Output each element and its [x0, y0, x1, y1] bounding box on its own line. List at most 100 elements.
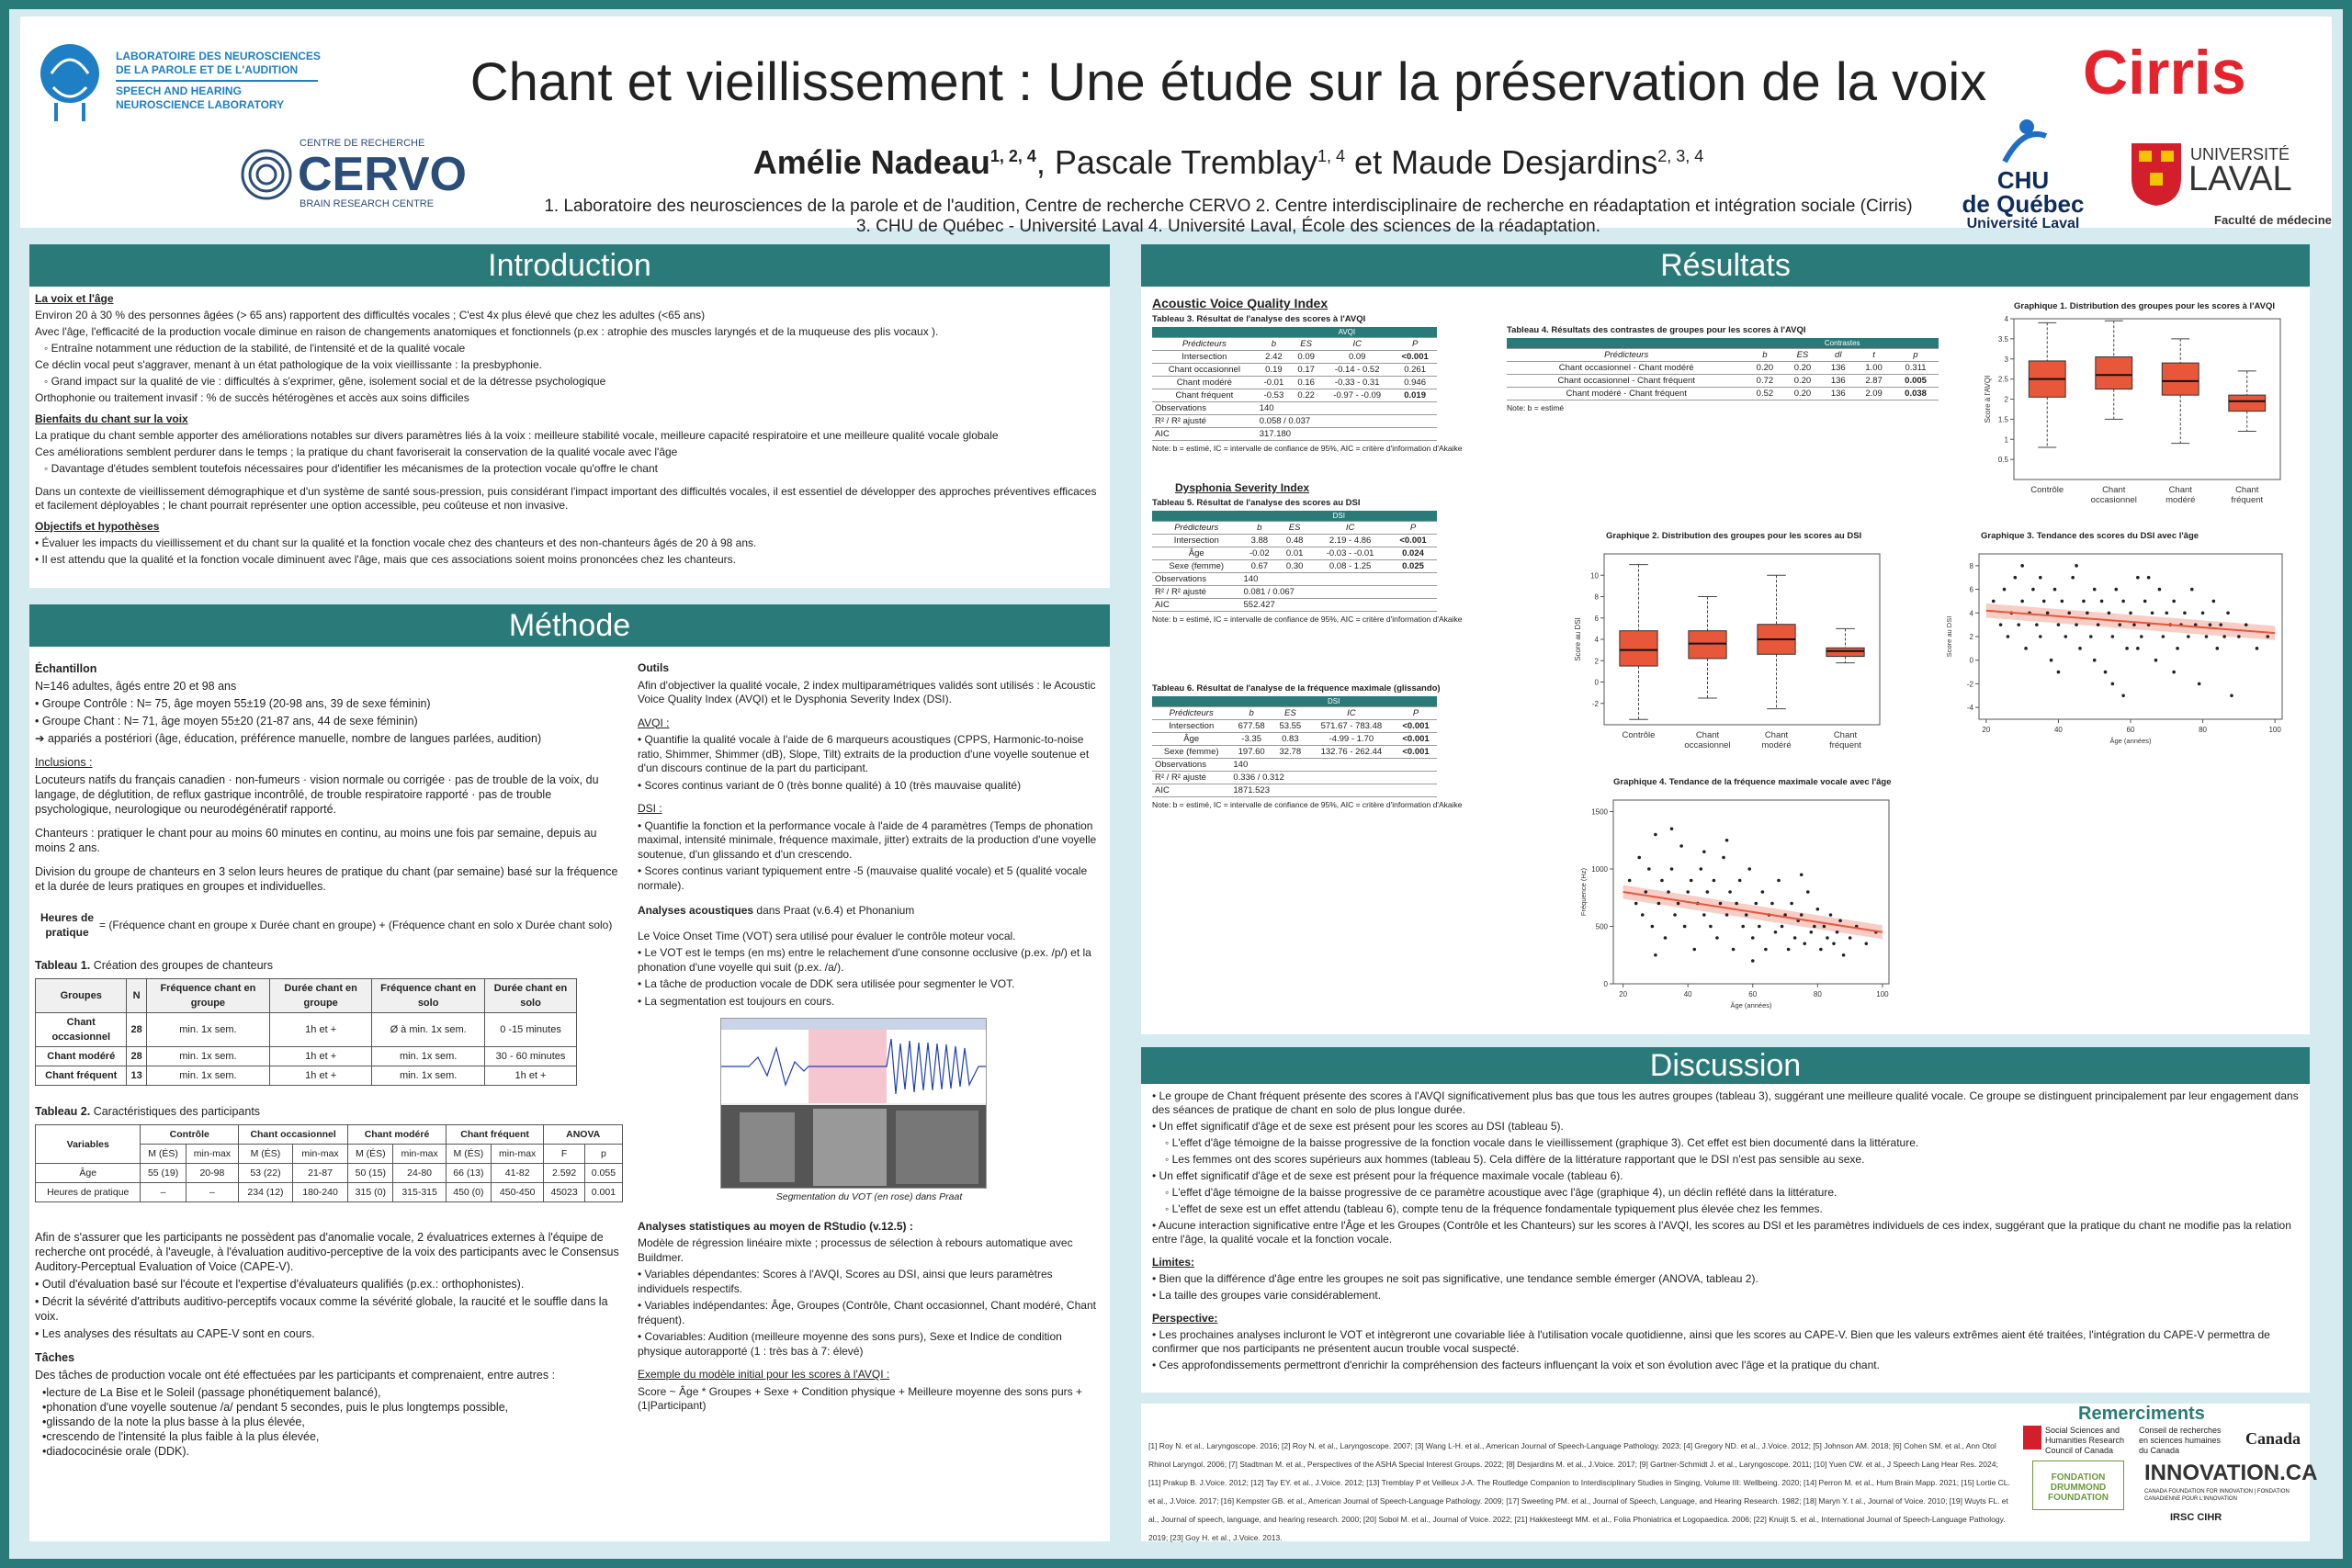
- data-point: [1650, 924, 1655, 929]
- x-tick-label: 80: [1814, 990, 1822, 998]
- header: LABORATOIRE DES NEUROSCIENCES DE LA PARO…: [20, 17, 2332, 236]
- plot-frame: [1612, 799, 1890, 985]
- author-3: et Maude Desjardins: [1345, 143, 1658, 181]
- data-point: [2136, 647, 2140, 650]
- table-row: Chant modéré 28 min. 1x sem. 1h et + min. 1x…: [34, 1046, 577, 1066]
- data-point: [2204, 635, 2209, 638]
- table-row: Chant modéré - Chant fréquent 0.52 0.20 136…: [1507, 387, 1939, 400]
- list-item: glissando de la note la plus basse à la …: [35, 1415, 621, 1429]
- data-point: [2132, 623, 2136, 626]
- intro-heading-2: Bienfaits du chant sur la voix: [35, 412, 188, 425]
- innovation-logo: INNOVATION.CA: [2144, 1461, 2318, 1485]
- data-point: [1682, 924, 1687, 929]
- data-point: [2092, 587, 2097, 592]
- introduction-panel: Introduction La voix et l'âge Environ 20…: [29, 244, 1110, 588]
- data-point: [2266, 635, 2270, 638]
- table-row: Chant occasionnel 28 min. 1x sem. 1h et + Ø …: [34, 1012, 577, 1047]
- data-point: [1770, 901, 1774, 906]
- lab-line3: SPEECH AND HEARING: [116, 85, 242, 97]
- lab-line4: NEUROSCIENCE LABORATORY: [116, 98, 285, 111]
- y-axis-label: Score au DSI: [1574, 617, 1582, 661]
- x-tick-label: 40: [1684, 990, 1692, 998]
- data-point: [1654, 953, 1657, 957]
- chart-4-svg: 0 500 1000 1500 20 40 60 80 100 Âge (années) Fréqu…: [1579, 799, 1890, 1010]
- data-point: [2139, 635, 2143, 638]
- data-point: [2067, 611, 2072, 615]
- data-point: [1728, 890, 1732, 894]
- table-row: Chant occasionnel - Chant modéré 0.20 0.20…: [1507, 361, 1939, 375]
- methode-panel: Méthode Échantillon N=146 adultes, âgés …: [29, 604, 1110, 1541]
- table-row: AIC 552.427: [1152, 598, 1437, 612]
- author-1: Amélie Nadeau: [752, 143, 990, 181]
- data-point: [2035, 623, 2039, 626]
- brain-head-icon: [40, 44, 99, 121]
- maze-icon: [241, 149, 292, 200]
- data-point: [1702, 913, 1706, 917]
- data-point: [1660, 878, 1664, 883]
- table-3: AVQI Prédicteurs b ES IC P Intersection 2.42 0.0…: [1152, 327, 1437, 441]
- data-point: [1735, 901, 1738, 906]
- data-point: [2031, 587, 2035, 592]
- data-point: [2226, 611, 2230, 615]
- laval-logo: UNIVERSITÉ LAVAL Faculté de médecine: [2130, 141, 2332, 227]
- y-axis-label: Score au DSI: [1945, 616, 1953, 658]
- data-point: [1848, 936, 1852, 940]
- data-point: [1819, 947, 1823, 952]
- category-label: Chant: [1696, 730, 1720, 740]
- data-point: [2024, 647, 2028, 650]
- x-tick-label: 80: [2199, 726, 2207, 734]
- data-point: [1676, 901, 1680, 906]
- table-row: Chant occasionnel 0.19 0.17 -0.14 - 0.52 0.2…: [1152, 363, 1437, 377]
- x-tick-label: 20: [1982, 726, 1990, 734]
- box: [2228, 394, 2267, 412]
- data-point: [2110, 682, 2115, 686]
- data-point: [1686, 890, 1690, 894]
- data-point: [2017, 623, 2021, 626]
- data-point: [1826, 936, 1829, 940]
- acknowledgements: Remerciments Social Sciences and Humanit…: [2023, 1404, 2317, 1541]
- table-1: Groupes N Fréquence chant en groupe Durée c…: [34, 978, 577, 1086]
- data-point: [2146, 575, 2151, 580]
- data-point: [2197, 682, 2201, 686]
- table-6: DSI Prédicteurs b ES IC P Intersection 677.58 53…: [1152, 696, 1437, 797]
- data-point: [2150, 611, 2154, 615]
- y-tick-label: 4: [1595, 636, 1600, 644]
- data-point: [1799, 873, 1804, 877]
- y-axis-label: Fréquence (Hz): [1579, 867, 1588, 916]
- data-point: [1835, 930, 1839, 934]
- data-point: [2064, 635, 2068, 638]
- table-2: Variables Contrôle Chant occasionnel Chant …: [34, 1124, 624, 1202]
- box: [1688, 630, 1727, 660]
- y-tick-label: -2: [1592, 700, 1600, 708]
- category-label: fréquent: [2231, 495, 2263, 505]
- y-tick-label: 1000: [1591, 865, 1608, 874]
- tasks-list: lecture de La Bise et le Soleil (passage…: [35, 1385, 621, 1459]
- data-point: [2183, 611, 2187, 615]
- data-point: [1689, 878, 1693, 883]
- category-label: occasionnel: [1684, 740, 1730, 750]
- figure-caption: Segmentation du VOT (en rose) dans Praat: [775, 1191, 963, 1202]
- shield-icon: [2132, 143, 2181, 206]
- y-tick-label: 2.5: [1998, 376, 2009, 384]
- table-row: Chant fréquent -0.53 0.22 -0.97 - -0.09 0.01…: [1152, 389, 1437, 402]
- y-tick-label: 4: [1970, 609, 1974, 617]
- data-point: [2187, 635, 2190, 638]
- data-point: [2013, 575, 2018, 580]
- introduction-banner: Introduction: [29, 244, 1110, 287]
- cervo-logo: CENTRE DE RECHERCHE CERVO BRAIN RESEARCH…: [241, 136, 489, 209]
- y-tick-label: 2: [2005, 396, 2009, 404]
- arrow-right-icon: ➔: [35, 732, 45, 745]
- list-item: diadococinésie orale (DDK).: [35, 1444, 621, 1459]
- data-point: [1838, 919, 1842, 923]
- y-tick-label: 6: [1970, 586, 1974, 594]
- data-point: [1754, 901, 1758, 906]
- data-point: [2219, 623, 2223, 626]
- data-point: [2078, 647, 2082, 650]
- data-point: [2020, 564, 2024, 568]
- data-point: [2041, 599, 2046, 604]
- resultats-panel: Résultats Acoustic Voice Quality Index T…: [1141, 244, 2310, 1034]
- waveform-spectrogram: [721, 1030, 986, 1188]
- data-point: [1724, 838, 1729, 842]
- chart-1: Graphique 1. Distribution des groupes po…: [1973, 301, 2295, 522]
